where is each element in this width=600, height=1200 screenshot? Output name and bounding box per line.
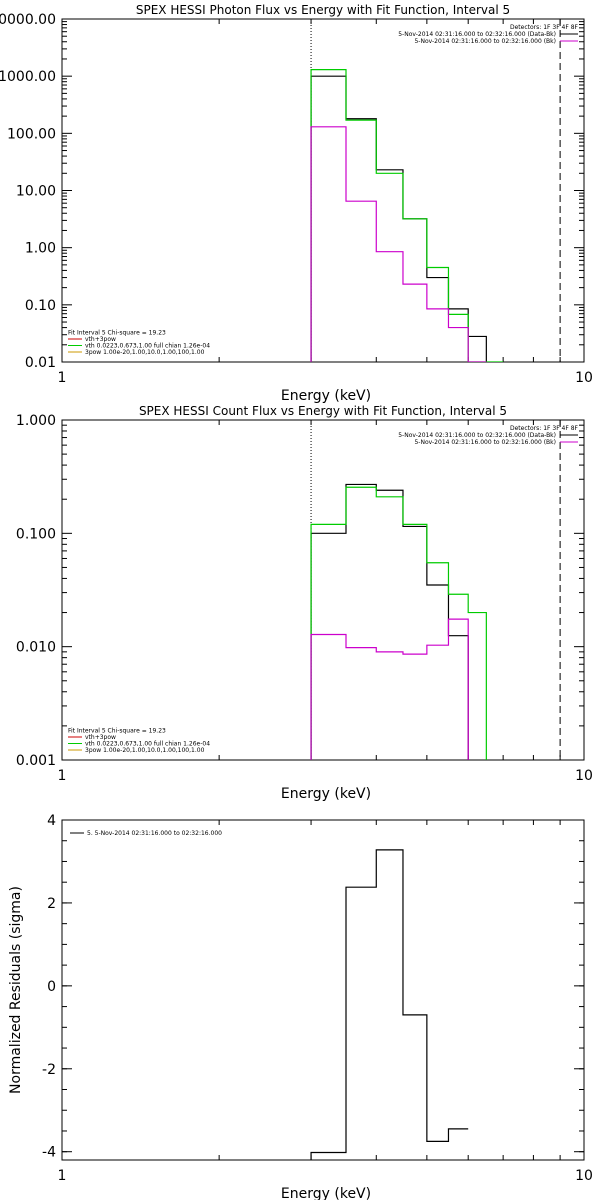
x-axis-label: Energy (keV) — [281, 388, 371, 404]
data-layer — [310, 483, 487, 760]
chart-title: SPEX HESSI Photon Flux vs Energy with Fi… — [136, 3, 510, 17]
legend-entry-text: Detectors: 1F 3F 4F 8F — [510, 425, 579, 432]
x-tick-label: 10 — [575, 370, 593, 386]
y-tick-label: 0 — [47, 979, 56, 995]
legend-entry-text: vth 0.0223,0.673,1.00 full chian 1.26e-0… — [85, 741, 210, 748]
legend-entry-text: 5-Nov-2014 02:31:16.000 to 02:32:16.000 … — [398, 31, 556, 38]
series-line-3 — [310, 618, 469, 760]
y-tick-label: 4 — [47, 813, 56, 829]
x-axis-label: Energy (keV) — [281, 1186, 371, 1200]
y-tick-label: 1000.00 — [0, 69, 56, 85]
y-tick-label: 100.00 — [7, 126, 56, 142]
y-tick-label: 0.10 — [25, 298, 56, 314]
series-line-1 — [310, 849, 469, 1160]
y-tick-label: 1.00 — [25, 241, 56, 257]
x-tick-label: 1 — [58, 370, 67, 386]
data-layer — [310, 849, 469, 1160]
series-line-2 — [310, 486, 487, 760]
series-line-1 — [310, 483, 469, 760]
y-tick-label: 2 — [47, 896, 56, 912]
legend-entry-text: 3pow 1.00e-20,1.00,10.0,1.00,100,1.00 — [85, 747, 205, 754]
legend-entry-text: vth 0.0223,0.673,1.00 full chian 1.26e-0… — [85, 343, 210, 350]
x-tick-label: 10 — [575, 768, 593, 784]
x-tick-label: 10 — [575, 1168, 593, 1184]
y-tick-label: 0.001 — [16, 753, 56, 769]
chart-panel-3: 1 10 -4 -2 0 2 4 Energy (keV) Normalized Residua… — [8, 813, 593, 1200]
legend-entry-text: vth+3pow — [85, 336, 116, 343]
legend-entry-text: 5-Nov-2014 02:31:16.000 to 02:32:16.000 … — [414, 38, 556, 45]
legend-entry-text: vth+3pow — [85, 734, 116, 741]
plot-frame — [61, 18, 585, 363]
y-tick-label: 0.010 — [16, 640, 56, 656]
chart-title: SPEX HESSI Count Flux vs Energy with Fit… — [139, 404, 507, 418]
y-tick-label: 0000.00 — [0, 12, 56, 28]
series-line-1 — [310, 75, 487, 362]
legend-entry-text: Detectors: 1F 3F 4F 8F — [510, 24, 579, 31]
x-axis-label: Energy (keV) — [281, 786, 371, 802]
y-tick-label: 1.000 — [16, 413, 56, 429]
legend-entry-text: 5-Nov-2014 02:31:16.000 to 02:32:16.000 … — [398, 432, 556, 439]
y-tick-label: 10.00 — [16, 184, 56, 200]
y-tick-label: -4 — [42, 1145, 56, 1161]
legend-entry-text: 3pow 1.00e-20,1.00,10.0,1.00,100,1.00 — [85, 349, 205, 356]
y-tick-label: 0.01 — [25, 355, 56, 371]
x-tick-label: 1 — [58, 1168, 67, 1184]
series-line-2 — [310, 69, 504, 362]
chart-panel-2: SPEX HESSI Count Flux vs Energy with Fit… — [16, 404, 593, 802]
legend-entry-text: Fit Interval 5 Chi-square = 19.23 — [68, 728, 166, 735]
series-line-3 — [310, 126, 487, 362]
y-axis-label: Normalized Residuals (sigma) — [8, 886, 24, 1094]
data-layer — [310, 69, 504, 362]
plot-frame — [61, 819, 585, 1161]
plot-frame — [61, 419, 585, 761]
legend-entry-text: 5-Nov-2014 02:31:16.000 to 02:32:16.000 … — [414, 439, 556, 446]
legend-entry-text: 5. 5-Nov-2014 02:31:16.000 to 02:32:16.0… — [87, 830, 222, 837]
legend-entry-text: Fit Interval 5 Chi-square = 19.23 — [68, 330, 166, 337]
chart-panel-1: SPEX HESSI Photon Flux vs Energy with Fi… — [0, 3, 593, 404]
x-tick-label: 1 — [58, 768, 67, 784]
y-tick-label: 0.100 — [16, 526, 56, 542]
y-tick-label: -2 — [42, 1062, 56, 1078]
